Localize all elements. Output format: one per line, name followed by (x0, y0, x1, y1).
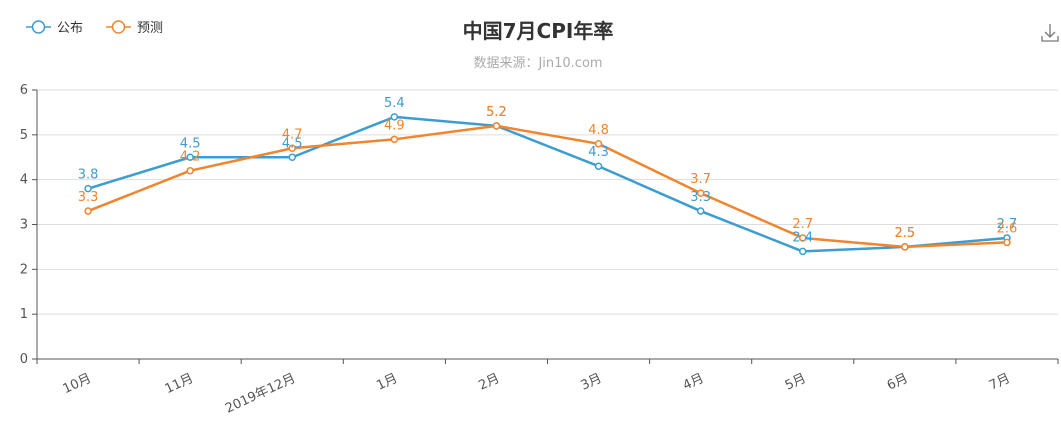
y-tick-label: 5 (20, 128, 28, 143)
y-tick-label: 0 (20, 352, 28, 367)
data-label: 2.4 (792, 230, 813, 245)
data-label: 2.6 (997, 221, 1018, 236)
chart-title: 中国7月CPI年率 (463, 19, 614, 43)
x-tick-label: 10月 (61, 371, 94, 397)
data-point[interactable] (696, 207, 705, 215)
x-tick-label: 11月 (163, 371, 196, 397)
data-label: 4.3 (588, 145, 609, 160)
data-point[interactable] (84, 207, 92, 215)
x-tick-label: 3月 (579, 371, 605, 394)
download-icon[interactable] (1041, 24, 1059, 42)
data-label: 4.7 (282, 127, 303, 142)
data-label: 2.7 (997, 217, 1018, 232)
data-point[interactable] (1003, 238, 1011, 247)
data-point[interactable] (186, 153, 194, 161)
legend-label[interactable]: 预测 (137, 21, 163, 36)
x-tick-label: 2019年12月 (223, 371, 298, 417)
data-point[interactable] (288, 144, 296, 153)
data-point[interactable] (84, 184, 92, 193)
legend[interactable]: 公布 预测 (26, 20, 163, 36)
x-tick-label: 4月 (681, 371, 707, 394)
data-label: 4.5 (180, 136, 201, 151)
y-tick-label: 1 (20, 307, 28, 322)
x-tick-label: 5月 (783, 371, 809, 394)
series-line[interactable] (87, 124, 1008, 249)
x-tick-label: 1月 (374, 371, 400, 394)
data-point[interactable] (696, 189, 705, 197)
data-label: 4.5 (282, 136, 303, 151)
data-point[interactable] (492, 122, 501, 130)
data-label: 2.5 (895, 226, 916, 241)
chart-subtitle: 数据来源：Jin10.com (473, 56, 602, 71)
data-point[interactable] (901, 243, 909, 251)
data-label: 3.3 (690, 190, 711, 205)
data-label: 3.8 (78, 168, 99, 183)
data-label: 2.5 (895, 226, 916, 241)
data-point[interactable] (390, 135, 399, 144)
series-line[interactable] (87, 115, 1008, 253)
x-tick-label: 6月 (885, 371, 911, 394)
data-point[interactable] (186, 166, 194, 175)
legend-label[interactable]: 公布 (57, 21, 83, 36)
data-point[interactable] (799, 234, 807, 242)
data-label: 3.3 (78, 190, 99, 205)
series-group (84, 113, 1011, 256)
data-label: 5.2 (486, 105, 507, 120)
data-point[interactable] (799, 247, 807, 256)
y-tick-label: 4 (20, 173, 28, 188)
data-label: 5.2 (486, 105, 507, 120)
data-point[interactable] (594, 162, 603, 170)
x-tick-label: 7月 (987, 371, 1013, 394)
data-label: 2.7 (792, 217, 813, 232)
data-label: 5.4 (384, 96, 405, 111)
legend-swatch-marker[interactable] (111, 20, 126, 34)
data-label: 4.8 (588, 123, 609, 138)
grid (37, 89, 1058, 315)
data-point[interactable] (288, 153, 296, 161)
data-point[interactable] (594, 140, 603, 148)
x-tick-label: 2月 (477, 371, 503, 394)
data-point[interactable] (390, 113, 399, 121)
data-labels: 3.8 4.5 4.5 5.4 5.2 4.3 3.3 2.4 2.5 2.7 3.3 4.2 4.7 4… (78, 96, 1018, 245)
y-tick-label: 2 (20, 262, 28, 277)
y-tick-label: 6 (20, 83, 28, 98)
data-label: 3.7 (690, 172, 711, 187)
y-tick-label: 3 (20, 218, 28, 233)
data-label: 4.2 (180, 150, 201, 165)
legend-swatch-marker[interactable] (31, 20, 46, 34)
data-label: 4.9 (384, 118, 405, 133)
